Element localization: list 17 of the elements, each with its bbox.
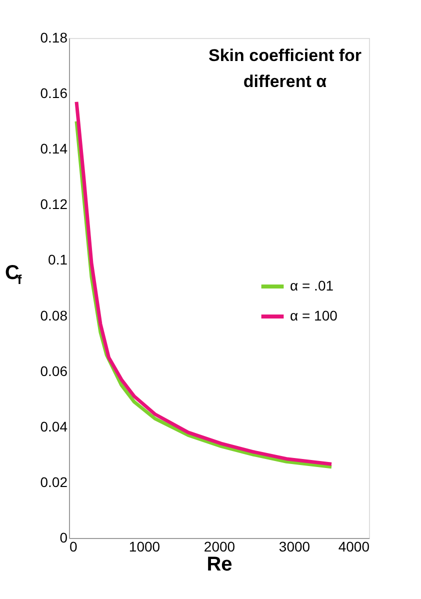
y-tick-label: 0.02 — [40, 474, 68, 490]
y-tick-label: 0.12 — [40, 196, 68, 212]
x-tick-label: 2000 — [204, 538, 236, 554]
x-tick-label: 3000 — [278, 538, 310, 554]
y-tick-label: 0.1 — [48, 252, 68, 268]
x-tick-label: 4000 — [338, 538, 370, 554]
legend-label: α = .01 — [290, 278, 334, 294]
y-tick-label: 0.04 — [40, 418, 68, 434]
text: Skin coefficient for different α — [208, 46, 362, 91]
y-tick-label: 0.14 — [40, 140, 68, 157]
x-axis-title: Re — [206, 554, 232, 576]
legend-label: α = 100 — [290, 308, 338, 324]
y-tick-label: 0.16 — [40, 85, 68, 102]
x-tick-label: 1000 — [128, 538, 160, 554]
y-tick-label: 0.18 — [40, 30, 68, 46]
y-tick-label: 0.08 — [40, 307, 68, 324]
y-tick-label: 0.06 — [40, 362, 68, 379]
